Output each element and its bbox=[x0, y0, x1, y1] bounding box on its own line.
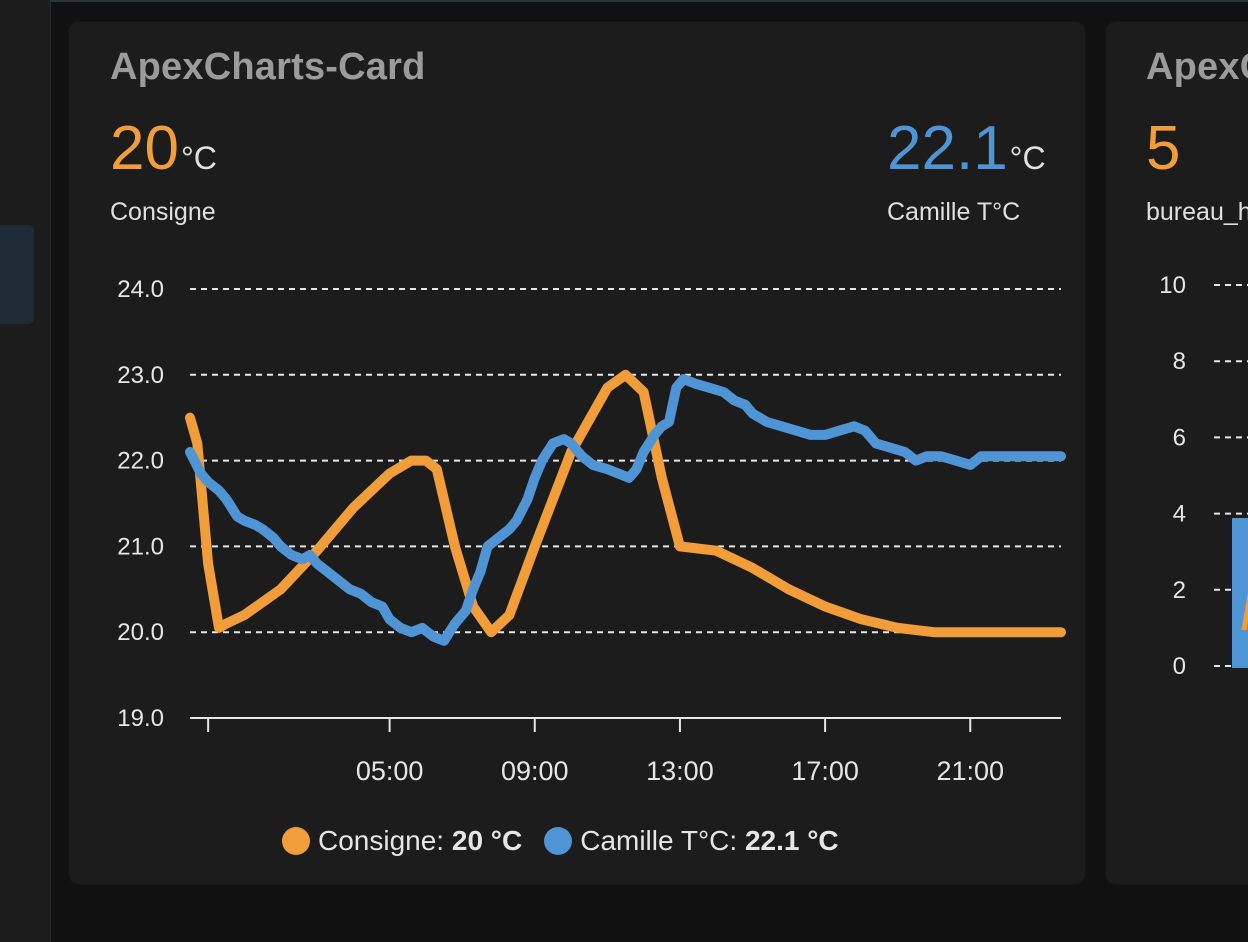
legend-value-consigne: 20 °C bbox=[451, 825, 523, 856]
stat-consigne-unit: °C bbox=[180, 140, 217, 176]
card2-bar bbox=[1232, 518, 1248, 668]
series-line-consigne bbox=[185, 369, 1066, 638]
x-tick-label: 21:00 bbox=[936, 756, 1004, 786]
card2-y-tick-label: 8 bbox=[1173, 348, 1186, 375]
x-tick-label: 13:00 bbox=[646, 756, 714, 786]
x-tick-label: 05:00 bbox=[356, 756, 424, 786]
card2-y-tick-label: 4 bbox=[1173, 501, 1186, 528]
sidebar-active-item[interactable] bbox=[0, 225, 34, 324]
legend-item-camille[interactable]: Camille T°C: 22.1 °C bbox=[544, 825, 839, 857]
y-tick-label: 24.0 bbox=[117, 276, 164, 303]
legend-value-camille: 22.1 °C bbox=[744, 825, 839, 856]
card-title: ApexCharts-Card bbox=[110, 46, 426, 88]
series-line-camille bbox=[185, 374, 1066, 646]
card2-y-tick-label: 10 bbox=[1159, 272, 1186, 299]
y-tick-label: 23.0 bbox=[117, 362, 164, 389]
card2-y-tick-label: 0 bbox=[1173, 653, 1186, 680]
legend-marker-camille bbox=[544, 827, 573, 855]
stat-camille: 22.1°C bbox=[887, 118, 1046, 189]
card2-line bbox=[1241, 591, 1248, 631]
x-tick-label: 17:00 bbox=[791, 756, 859, 786]
top-divider bbox=[50, 0, 1248, 2]
y-tick-label: 20.0 bbox=[117, 619, 164, 646]
stat-camille-value: 22.1 bbox=[887, 114, 1008, 183]
stat-consigne-value: 20 bbox=[110, 114, 179, 183]
card2-label: bureau_h bbox=[1146, 198, 1248, 226]
apexcharts-card: ApexCharts-Card 20°C Consigne 22.1°C Cam… bbox=[69, 22, 1085, 884]
legend-name-consigne: Consigne: bbox=[318, 825, 445, 856]
y-tick-label: 22.0 bbox=[117, 448, 164, 475]
x-tick-label: 09:00 bbox=[501, 756, 569, 786]
chart-legend: Consigne: 20 °C Camille T°C: 22.1 °C bbox=[282, 825, 861, 857]
legend-marker-consigne bbox=[282, 827, 310, 855]
stat-consigne-label: Consigne bbox=[110, 198, 216, 226]
legend-item-consigne[interactable]: Consigne: 20 °C bbox=[282, 825, 522, 857]
y-tick-label: 19.0 bbox=[117, 705, 164, 732]
line-chart: 24.0 23.0 22.0 21.0 20.0 19.0 05:00 09:00 13:00 1… bbox=[117, 276, 1066, 786]
apexcharts-card-2: ApexC 5 bureau_h 10 8 6 4 2 0 bbox=[1106, 22, 1248, 884]
y-tick-label: 21.0 bbox=[117, 533, 164, 560]
card2-value: 5 bbox=[1146, 114, 1181, 183]
stat-camille-unit: °C bbox=[1009, 140, 1046, 176]
stat-camille-label: Camille T°C bbox=[887, 198, 1021, 226]
card2-title: ApexC bbox=[1146, 46, 1248, 88]
side-rail bbox=[0, 0, 51, 942]
legend-name-camille: Camille T°C: bbox=[580, 825, 738, 856]
card2-chart: 10 8 6 4 2 0 bbox=[1159, 272, 1248, 680]
stat-consigne: 20°C bbox=[110, 118, 217, 189]
card2-y-tick-label: 6 bbox=[1173, 424, 1186, 451]
card2-y-tick-label: 2 bbox=[1173, 577, 1186, 604]
